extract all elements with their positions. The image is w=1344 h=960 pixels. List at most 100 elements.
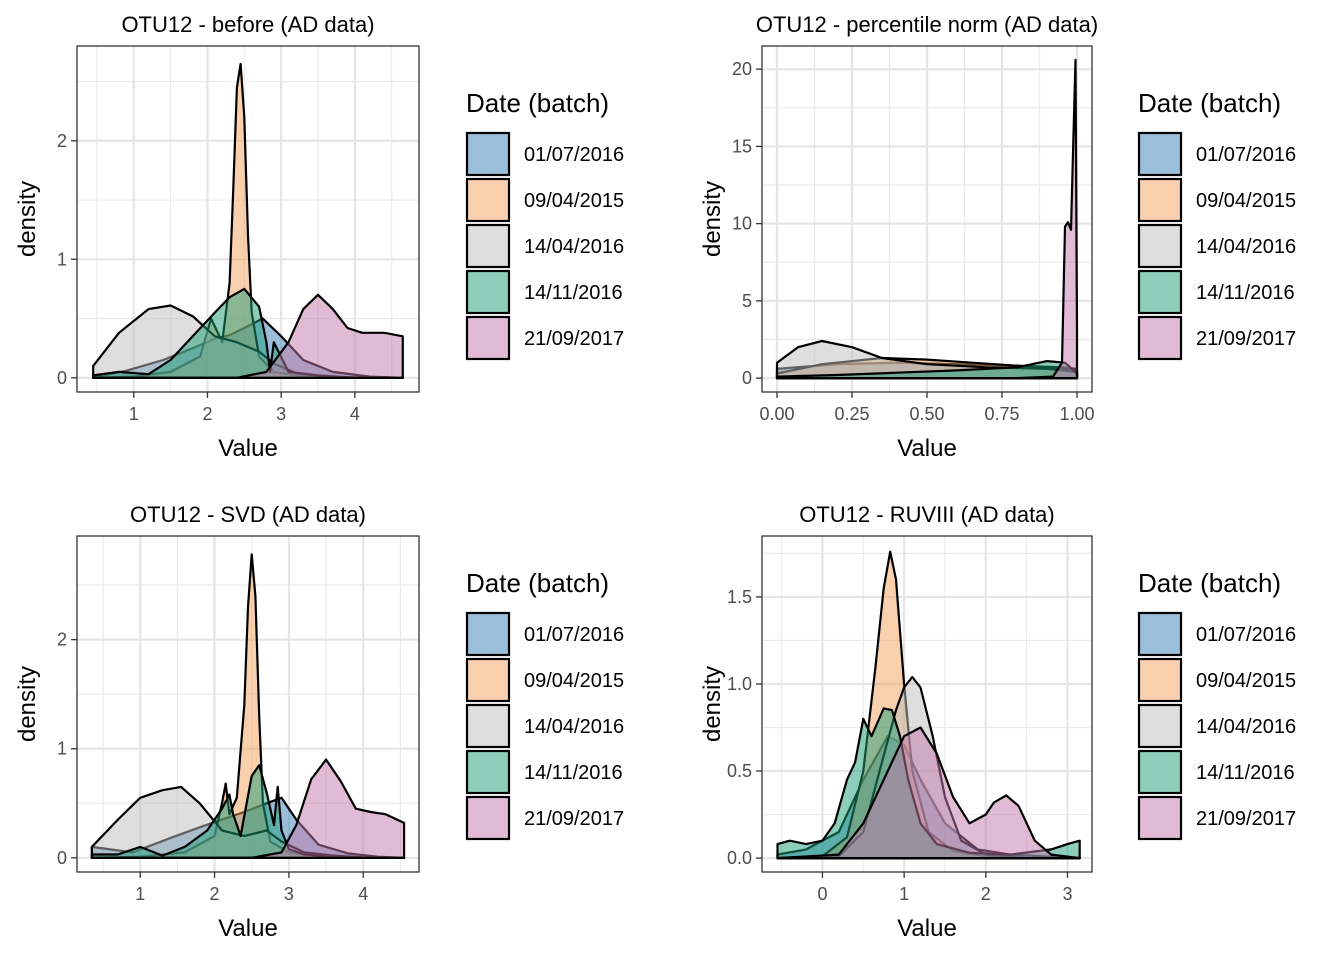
y-tick-label: 10 <box>732 214 752 234</box>
legend-item: 01/07/2016 <box>465 611 624 657</box>
legend-label: 14/04/2016 <box>1196 236 1296 258</box>
y-tick-label: 1.0 <box>727 674 752 694</box>
legend-swatch <box>465 131 511 177</box>
y-tick-label: 0 <box>57 368 67 388</box>
x-tick-label: 2 <box>210 884 220 904</box>
x-axis-title: Value <box>897 435 957 462</box>
legend-swatch <box>1137 131 1183 177</box>
x-tick-label: 1 <box>899 884 909 904</box>
x-tick-label: 4 <box>350 404 360 424</box>
legend-swatch <box>1137 223 1183 269</box>
legend-item: 14/11/2016 <box>1137 269 1295 315</box>
legend-label: 14/11/2016 <box>524 762 623 784</box>
legend-swatch <box>1137 703 1183 749</box>
legend-item: 14/11/2016 <box>465 749 623 795</box>
panel-border <box>76 45 420 393</box>
panel-border <box>76 535 420 873</box>
legend-item: 09/04/2015 <box>465 177 624 223</box>
x-tick-label: 1 <box>129 404 139 424</box>
legend-title: Date (batch) <box>466 88 609 118</box>
legend-label: 01/07/2016 <box>1196 144 1296 166</box>
chart-panel-2: 0.00 0.25 0.50 0.75 1.00 0 5 10 15 20 OTU12 - perc… <box>699 12 1296 462</box>
legend-item: 21/09/2017 <box>465 795 624 841</box>
legend-swatch <box>465 315 511 361</box>
legend-item: 09/04/2015 <box>465 657 624 703</box>
x-tick-label: 0.75 <box>984 404 1019 424</box>
chart-title: OTU12 - SVD (AD data) <box>130 502 366 527</box>
legend-label: 09/04/2015 <box>524 670 624 692</box>
axis-ticks: 0 1 2 3 0.0 0.5 1.0 1.5 <box>727 587 1073 904</box>
y-tick-label: 2 <box>57 630 67 650</box>
x-tick-label: 3 <box>1062 884 1072 904</box>
legend-swatch <box>1137 177 1183 223</box>
x-tick-label: 2 <box>202 404 212 424</box>
panel-border <box>761 535 1093 873</box>
legend-swatch <box>465 269 511 315</box>
y-tick-label: 20 <box>732 59 752 79</box>
y-tick-label: 15 <box>732 136 752 156</box>
y-tick-label: 1 <box>57 249 67 269</box>
axis-ticks: 1 2 3 4 0 1 2 <box>57 131 360 424</box>
x-tick-label: 3 <box>284 884 294 904</box>
legend-label: 14/11/2016 <box>1196 762 1295 784</box>
x-tick-label: 0.25 <box>834 404 869 424</box>
y-tick-label: 0 <box>57 848 67 868</box>
legend-title: Date (batch) <box>1138 568 1281 598</box>
legend-swatch <box>465 749 511 795</box>
legend-label: 14/04/2016 <box>524 716 624 738</box>
y-axis-title: density <box>699 666 726 742</box>
x-axis-title: Value <box>897 915 957 942</box>
chart-title: OTU12 - before (AD data) <box>121 12 374 37</box>
x-tick-label: 0.00 <box>759 404 794 424</box>
legend: Date (batch) 01/07/2016 09/04/2015 14/04/20… <box>1137 568 1296 841</box>
density-areas <box>775 58 1079 380</box>
legend-label: 21/09/2017 <box>1196 808 1296 830</box>
chart-title: OTU12 - RUVIII (AD data) <box>799 502 1055 527</box>
y-tick-label: 1 <box>57 739 67 759</box>
density-area-21-09-2017 <box>90 758 406 859</box>
legend-item: 01/07/2016 <box>1137 611 1296 657</box>
legend-item: 14/04/2016 <box>1137 703 1296 749</box>
density-area-21-09-2017 <box>775 58 1079 380</box>
x-tick-label: 2 <box>981 884 991 904</box>
x-tick-label: 1 <box>135 884 145 904</box>
x-tick-label: 4 <box>358 884 368 904</box>
axis-ticks: 1 2 3 4 0 1 2 <box>57 630 368 904</box>
legend-label: 14/11/2016 <box>1196 282 1295 304</box>
density-area-21-09-2017 <box>92 293 404 379</box>
legend-title: Date (batch) <box>466 568 609 598</box>
chart-panel-4: 0 1 2 3 0.0 0.5 1.0 1.5 OTU12 - RUVIII (AD data)… <box>699 502 1296 942</box>
x-tick-label: 0.50 <box>909 404 944 424</box>
legend-item: 14/04/2016 <box>465 703 624 749</box>
legend-item: 09/04/2015 <box>1137 177 1296 223</box>
legend-label: 09/04/2015 <box>1196 190 1296 212</box>
legend-swatch <box>1137 749 1183 795</box>
legend-swatch <box>465 177 511 223</box>
chart-panel-3: 1 2 3 4 0 1 2 OTU12 - SVD (AD data) Value density… <box>14 502 624 942</box>
legend-label: 09/04/2015 <box>524 190 624 212</box>
legend: Date (batch) 01/07/2016 09/04/2015 14/04/20… <box>465 88 624 361</box>
legend-label: 14/04/2016 <box>524 236 624 258</box>
x-tick-label: 0 <box>817 884 827 904</box>
legend-label: 21/09/2017 <box>524 808 624 830</box>
legend-item: 21/09/2017 <box>1137 795 1296 841</box>
y-axis-title: density <box>14 181 41 257</box>
legend: Date (batch) 01/07/2016 09/04/2015 14/04/20… <box>1137 88 1296 361</box>
legend-title: Date (batch) <box>1138 88 1281 118</box>
legend-swatch <box>465 657 511 703</box>
y-axis-title: density <box>14 666 41 742</box>
y-tick-label: 0.5 <box>727 761 752 781</box>
legend-item: 14/11/2016 <box>1137 749 1295 795</box>
legend-item: 21/09/2017 <box>465 315 624 361</box>
legend-label: 14/11/2016 <box>524 282 623 304</box>
y-tick-label: 1.5 <box>727 587 752 607</box>
y-axis-title: density <box>699 181 726 257</box>
density-areas <box>776 550 1081 860</box>
density-areas <box>92 62 404 379</box>
axis-ticks: 0.00 0.25 0.50 0.75 1.00 0 5 10 15 20 <box>732 59 1095 424</box>
x-tick-label: 1.00 <box>1059 404 1094 424</box>
legend-swatch <box>1137 611 1183 657</box>
density-area-21-09-2017 <box>776 726 1081 860</box>
legend-item: 01/07/2016 <box>465 131 624 177</box>
legend-item: 01/07/2016 <box>1137 131 1296 177</box>
